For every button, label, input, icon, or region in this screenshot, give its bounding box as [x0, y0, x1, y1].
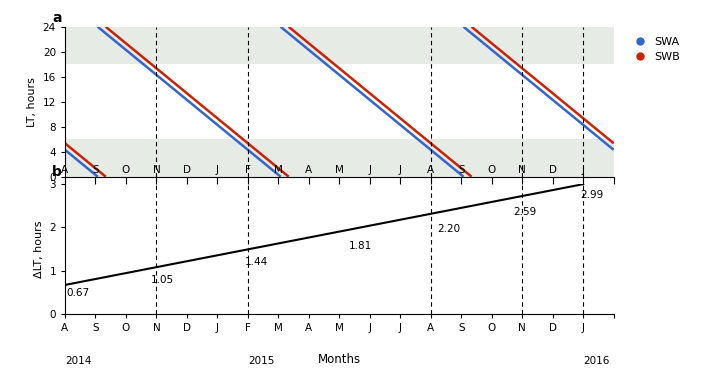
Text: 2015: 2015 [248, 356, 274, 366]
Bar [65, 139, 614, 177]
Text: 0.67: 0.67 [66, 288, 90, 298]
Text: 2.59: 2.59 [513, 207, 536, 217]
Legend: SWA, SWB: SWA, SWB [625, 33, 685, 67]
X-axis label: Months: Months [318, 352, 361, 365]
Text: b: b [53, 165, 62, 178]
Bar [65, 27, 614, 64]
Text: a: a [53, 11, 62, 25]
Text: 2.20: 2.20 [437, 224, 460, 234]
Text: 1.44: 1.44 [245, 257, 268, 267]
Text: 2016: 2016 [583, 356, 609, 366]
Text: 1.81: 1.81 [349, 241, 372, 251]
Text: 1.05: 1.05 [150, 275, 173, 285]
Y-axis label: LT, hours: LT, hours [27, 77, 37, 127]
Text: 2014: 2014 [65, 356, 92, 366]
Text: 2.99: 2.99 [580, 190, 604, 200]
Y-axis label: ΔLT, hours: ΔLT, hours [34, 220, 44, 278]
